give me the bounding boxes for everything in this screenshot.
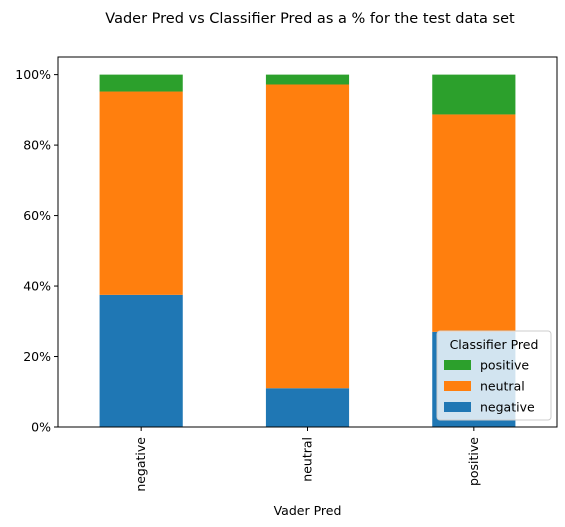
bar-negative-neutral [99,91,183,295]
legend-title: Classifier Pred [450,337,539,352]
y-tick-label: 100% [15,67,51,82]
x-tick-label-positive: positive [466,437,481,486]
y-tick-label: 40% [23,279,51,294]
y-tick-label: 60% [23,208,51,223]
legend-swatch-neutral [444,381,471,391]
bars-layer [99,74,516,427]
bar-neutral-negative [265,388,350,427]
bar-neutral-neutral [265,84,350,389]
legend: Classifier Pred positive neutral negative [436,330,552,421]
x-tick-label-neutral: neutral [300,437,315,482]
x-axis-label: Vader Pred [274,503,342,518]
bar-positive-positive [432,74,516,115]
y-tick-label: 80% [23,138,51,153]
bar-negative-negative [99,294,183,427]
legend-box [436,330,552,421]
legend-swatch-positive [444,360,471,370]
chart-title: Vader Pred vs Classifier Pred as a % for… [105,11,515,27]
bar-negative-positive [99,74,183,92]
legend-label-positive: positive [480,358,529,373]
bar-neutral-positive [265,74,350,85]
bar-positive-neutral [432,114,516,332]
y-tick-label: 20% [23,349,51,364]
axes-layer: negative neutral positive 0% 20% 40% 60% 80% 100… [15,56,558,492]
legend-label-neutral: neutral [480,379,525,394]
plot-frame [57,56,558,428]
x-tick-label-negative: negative [133,437,148,492]
y-tick-label: 0% [31,420,51,435]
legend-label-negative: negative [480,400,535,415]
legend-swatch-negative [444,402,471,412]
